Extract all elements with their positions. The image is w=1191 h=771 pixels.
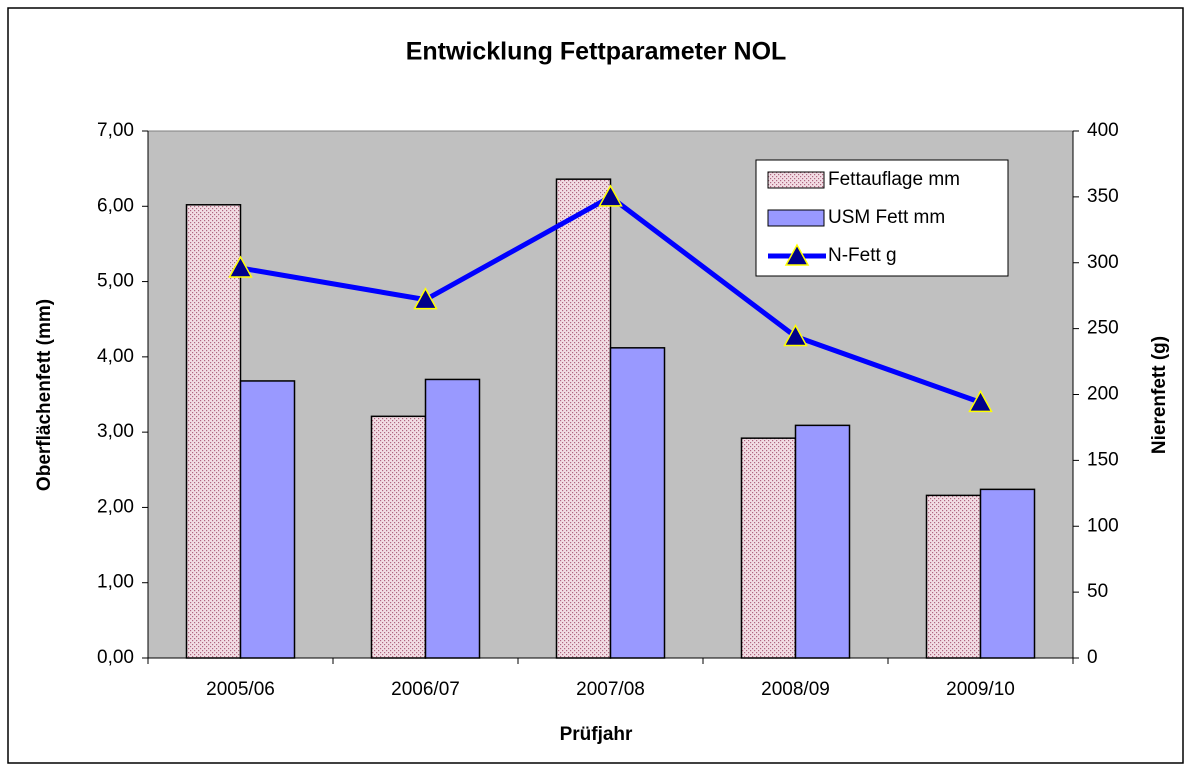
legend-marker xyxy=(784,243,810,266)
y2-tick-label: 250 xyxy=(1087,318,1119,339)
y-tick-label: 2,00 xyxy=(97,496,134,517)
y2-tick-label: 50 xyxy=(1087,581,1108,602)
y-tick-label: 3,00 xyxy=(97,421,134,442)
y2-tick-label: 400 xyxy=(1087,120,1119,141)
bar xyxy=(609,347,666,659)
y-tick-label: 4,00 xyxy=(97,346,134,367)
bar xyxy=(925,494,982,659)
marker xyxy=(968,389,993,413)
bar xyxy=(794,424,851,659)
y2-tick-label: 200 xyxy=(1087,384,1119,405)
y2-tick-label: 100 xyxy=(1087,515,1119,536)
legend-label: N-Fett g xyxy=(828,245,897,266)
y2-tick-label: 150 xyxy=(1087,449,1119,470)
y-tick-label: 0,00 xyxy=(97,647,134,668)
x-tick-label: 2006/07 xyxy=(391,679,460,700)
bar xyxy=(370,415,427,659)
y-tick-label: 6,00 xyxy=(97,195,134,216)
y2-axis-title: Nierenfett (g) xyxy=(1149,336,1170,454)
y-tick-label: 5,00 xyxy=(97,271,134,292)
legend-swatch xyxy=(767,171,825,189)
marker xyxy=(783,323,808,347)
y-tick-label: 7,00 xyxy=(97,120,134,141)
chart-title: Entwicklung Fettparameter NOL xyxy=(406,38,787,66)
y2-tick-label: 300 xyxy=(1087,252,1119,273)
y2-tick-label: 350 xyxy=(1087,186,1119,207)
marker xyxy=(413,287,438,310)
x-tick-label: 2009/10 xyxy=(946,679,1015,700)
legend-swatch xyxy=(767,209,825,227)
marker xyxy=(598,184,623,207)
bar xyxy=(740,437,797,659)
bar xyxy=(979,488,1036,659)
legend-label: USM Fett mm xyxy=(828,207,945,228)
bar xyxy=(555,178,612,659)
bar xyxy=(239,380,296,659)
legend-label: Fettauflage mm xyxy=(828,169,960,190)
bar xyxy=(185,204,242,659)
x-tick-label: 2007/08 xyxy=(576,679,645,700)
y-tick-label: 1,00 xyxy=(97,572,134,593)
y-axis-title: Oberflächenfett (mm) xyxy=(34,299,55,491)
marker xyxy=(228,255,253,278)
y2-tick-label: 0 xyxy=(1087,647,1098,668)
bar xyxy=(424,378,481,659)
x-tick-label: 2005/06 xyxy=(206,679,275,700)
x-tick-label: 2008/09 xyxy=(761,679,830,700)
x-axis-title: Prüfjahr xyxy=(560,724,633,745)
